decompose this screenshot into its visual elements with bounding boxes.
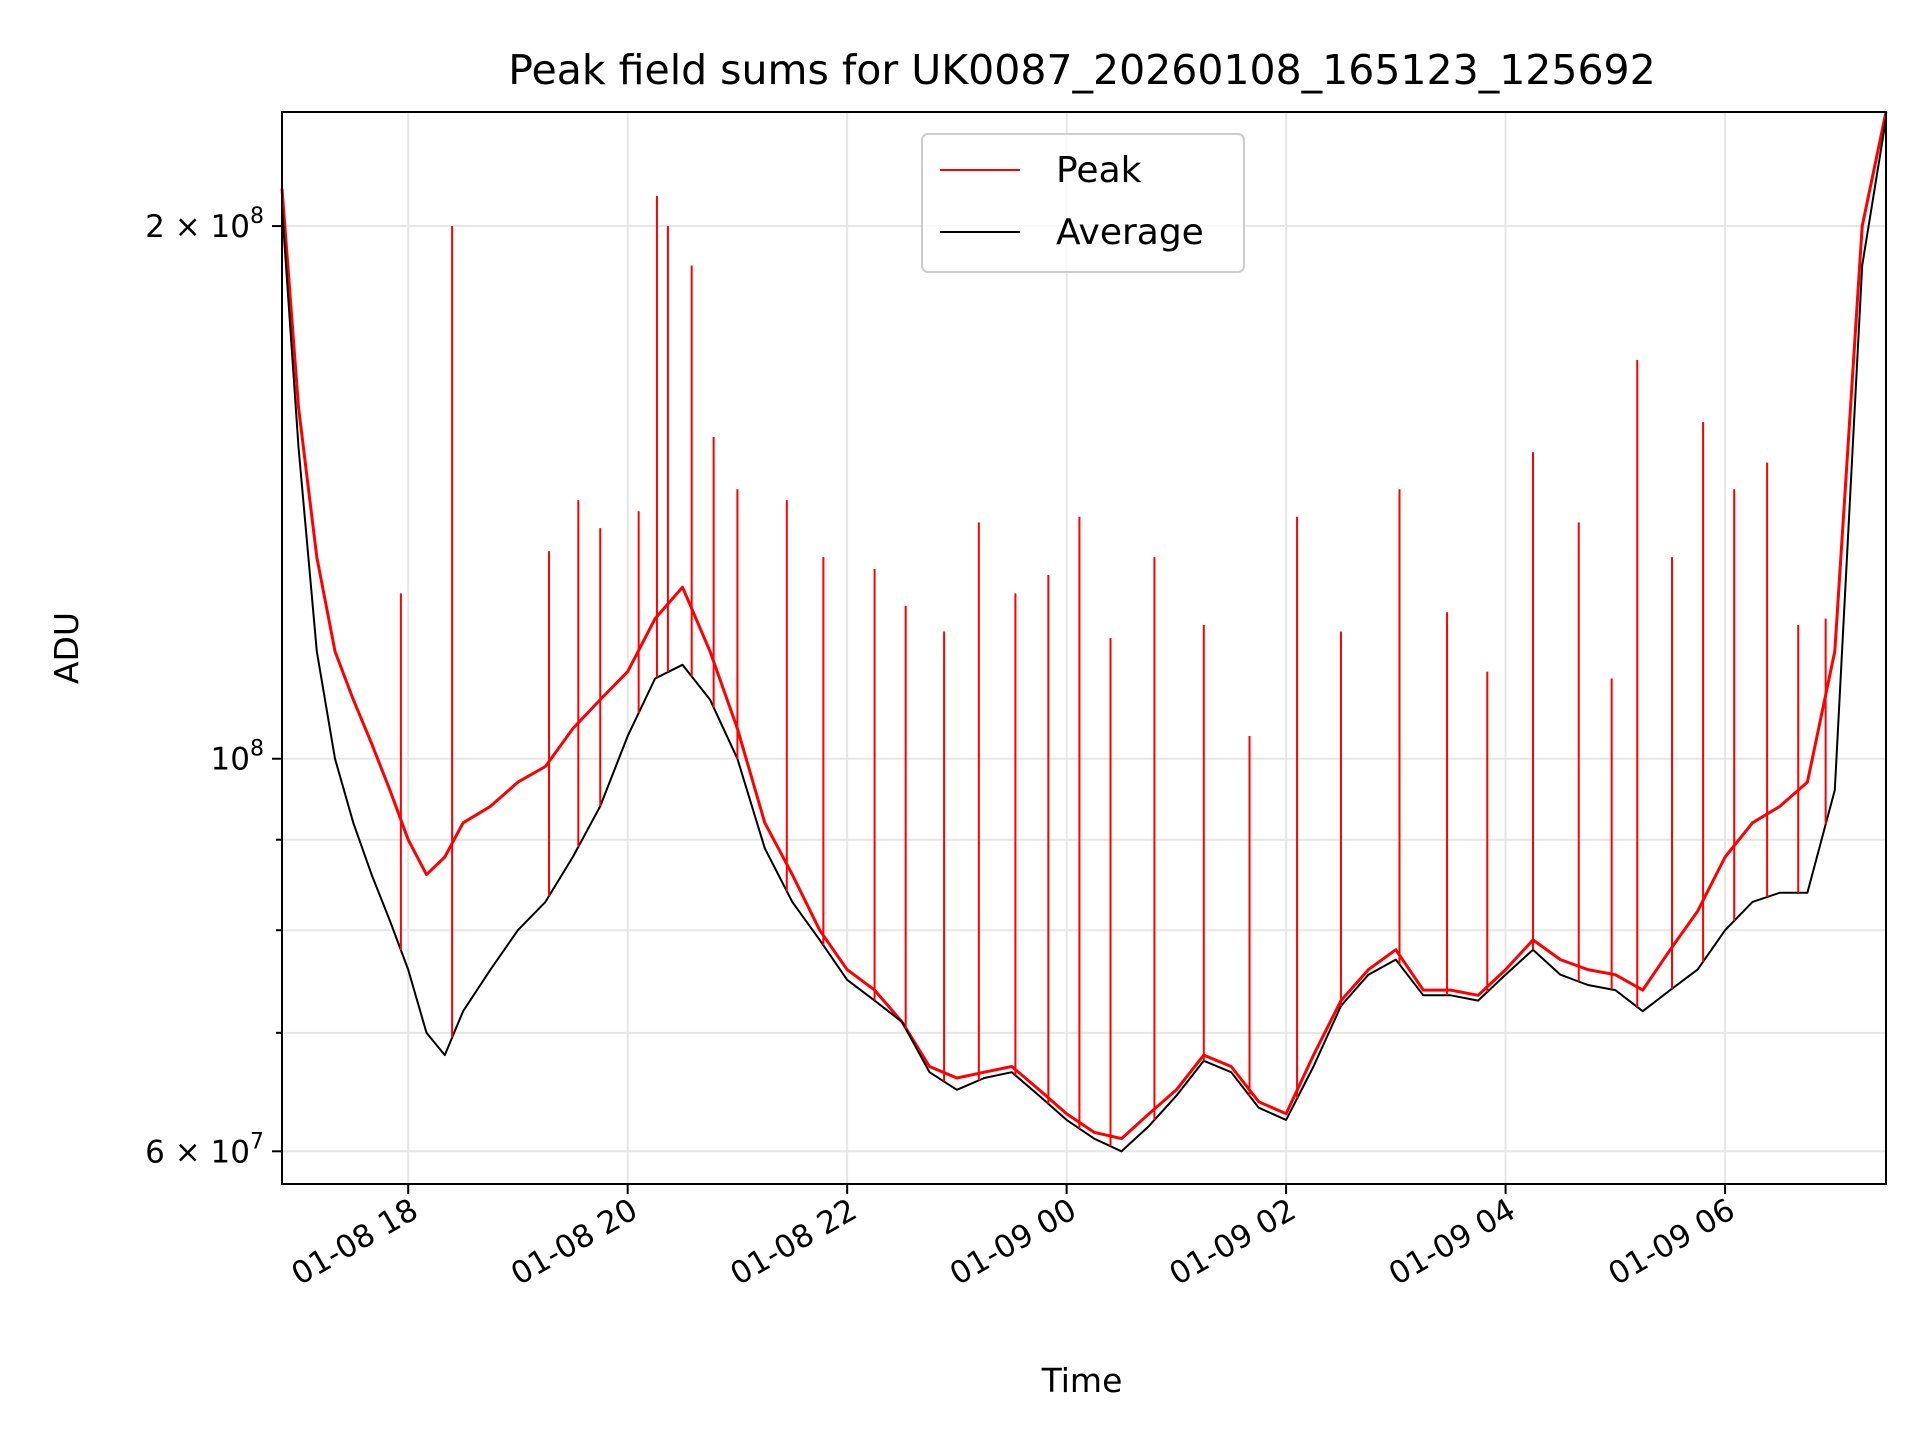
y-tick-label: 6 × 107 xyxy=(145,1129,264,1170)
chart-title: Peak field sums for UK0087_20260108_1651… xyxy=(508,46,1655,94)
legend-label-average: Average xyxy=(1056,212,1204,253)
legend-label-peak: Peak xyxy=(1056,150,1142,191)
legend-box xyxy=(921,133,1245,273)
peak-spikes xyxy=(399,195,1827,1147)
peak-series-line xyxy=(280,111,1888,1141)
y-axis-ticks: 6 × 107 108 2 × 108 xyxy=(145,204,282,1170)
y-axis-label: ADU xyxy=(47,612,86,684)
plot-series xyxy=(280,111,1888,1153)
y-tick-label: 108 xyxy=(211,737,264,778)
y-tick-label: 2 × 108 xyxy=(145,204,264,245)
plot-area-frame xyxy=(281,111,1887,1185)
legend: Peak Average xyxy=(921,133,1245,273)
average-series-line xyxy=(281,118,1887,1153)
x-axis-label: Time xyxy=(1041,1361,1123,1400)
